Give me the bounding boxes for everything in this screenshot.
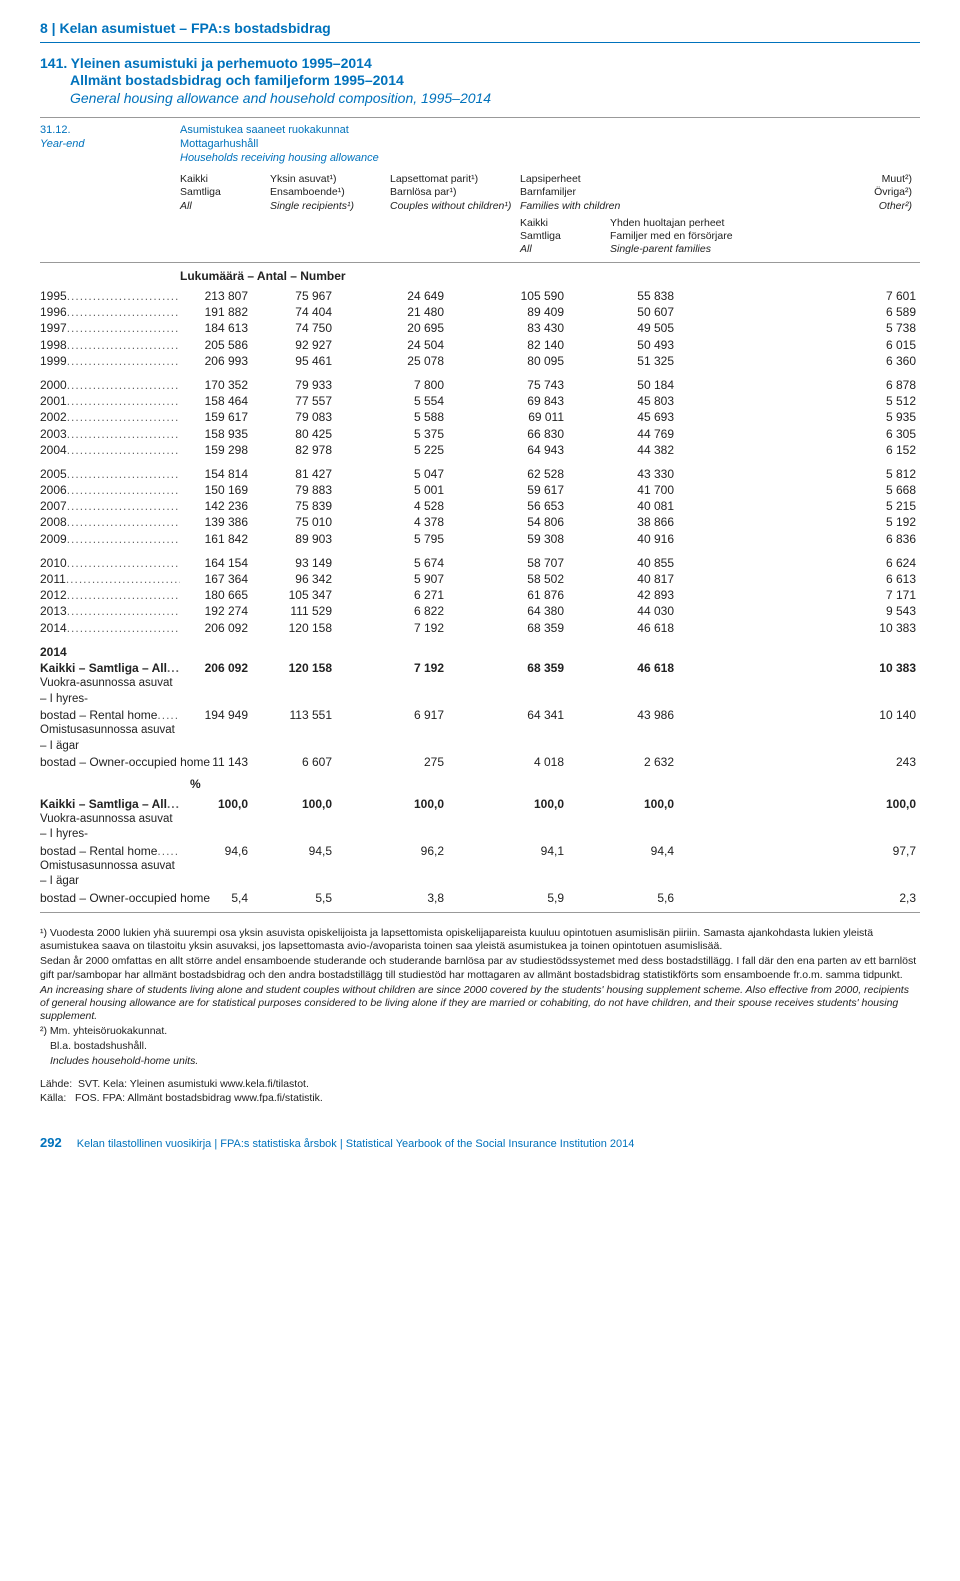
col-families: Lapsiperheet Barnfamiljer Families with … (520, 173, 840, 256)
pct-owner-l1: Omistusasunnossa asuvat – I ägar (40, 859, 920, 890)
title-en: General housing allowance and household … (70, 90, 920, 108)
col-couples: Lapsettomat parit¹) Barnlösa par¹) Coupl… (390, 173, 520, 256)
subcol-single-parent: Yhden huoltajan perheet Familjer med en … (610, 217, 832, 256)
pct-rental-row: bostad – Rental home.................. 9… (40, 843, 920, 859)
table-row: 2004..................................15… (40, 442, 920, 458)
table-row: 2013..................................19… (40, 603, 920, 619)
table-title: 141. Yleinen asumistuki ja perhemuoto 19… (40, 55, 920, 108)
footer-text: Kelan tilastollinen vuosikirja | FPA:s s… (77, 1138, 635, 1150)
table-row: 2001..................................15… (40, 393, 920, 409)
summary-rental-row: bostad – Rental home.................. 1… (40, 707, 920, 723)
page-footer: 292 Kelan tilastollinen vuosikirja | FPA… (40, 1135, 920, 1152)
summary-2014: 2014 Kaikki – Samtliga – All............… (40, 644, 920, 906)
table-row: 1997..................................18… (40, 320, 920, 336)
year-end-label: 31.12. Year-end (40, 124, 180, 165)
footnotes: ¹) Vuodesta 2000 lukien yhä suurempi osa… (40, 927, 920, 1068)
summary-owner-l1: Omistusasunnossa asuvat – I ägar (40, 723, 920, 754)
table-row: 2007..................................14… (40, 498, 920, 514)
table-row: 2003..................................15… (40, 426, 920, 442)
subcol-all: Kaikki Samtliga All (520, 217, 610, 256)
summary-owner-row: bostad – Owner-occupied home .... 11 143… (40, 754, 920, 770)
page-number: 292 (40, 1135, 62, 1150)
table-row: 1995..................................21… (40, 288, 920, 304)
households-label: Asumistukea saaneet ruokakunnat Mottagar… (180, 124, 920, 165)
table-row: 2014..................................20… (40, 620, 920, 636)
source-block: Lähde: SVT. Kela: Yleinen asumistuki www… (40, 1078, 920, 1104)
percent-label: % (190, 777, 920, 792)
table-row: 1999..................................20… (40, 353, 920, 369)
table-row: 2000..................................17… (40, 377, 920, 393)
table-row: 2005..................................15… (40, 466, 920, 482)
col-all: Kaikki Samtliga All (180, 173, 270, 256)
summary-year: 2014 (40, 644, 67, 660)
title-sv: Allmänt bostadsbidrag och familjeform 19… (70, 72, 920, 90)
section-header: 8 | Kelan asumistuet – FPA:s bostadsbidr… (40, 20, 920, 43)
title-fi: Yleinen asumistuki ja perhemuoto 1995–20… (71, 55, 372, 71)
pct-rental-l1: Vuokra-asunnossa asuvat – I hyres- (40, 812, 920, 843)
col-other: Muut²) Övriga²) Other²) (840, 173, 920, 256)
summary-rental-l1: Vuokra-asunnossa asuvat – I hyres- (40, 676, 920, 707)
col-single: Yksin asuvat¹) Ensamboende¹) Single reci… (270, 173, 390, 256)
summary-all-row: Kaikki – Samtliga – All............ 206 … (40, 660, 920, 676)
table-row: 2012..................................18… (40, 587, 920, 603)
table-number: 141. (40, 55, 67, 71)
data-table-body: 1995..................................21… (40, 288, 920, 636)
pct-owner-row: bostad – Owner-occupied home .... 5,4 5,… (40, 890, 920, 906)
table-row: 2009..................................16… (40, 531, 920, 547)
table-head: 31.12. Year-end Asumistukea saaneet ruok… (40, 117, 920, 263)
table-row: 2011..................................16… (40, 571, 920, 587)
table-row: 1998..................................20… (40, 337, 920, 353)
table-row: 2002..................................15… (40, 409, 920, 425)
table-row: 1996..................................19… (40, 304, 920, 320)
number-section-label: Lukumäärä – Antal – Number (180, 269, 920, 284)
table-row: 2010..................................16… (40, 555, 920, 571)
table-row: 2006..................................15… (40, 482, 920, 498)
table-row: 2008..................................13… (40, 514, 920, 530)
pct-all-row: Kaikki – Samtliga – All............ 100,… (40, 796, 920, 812)
